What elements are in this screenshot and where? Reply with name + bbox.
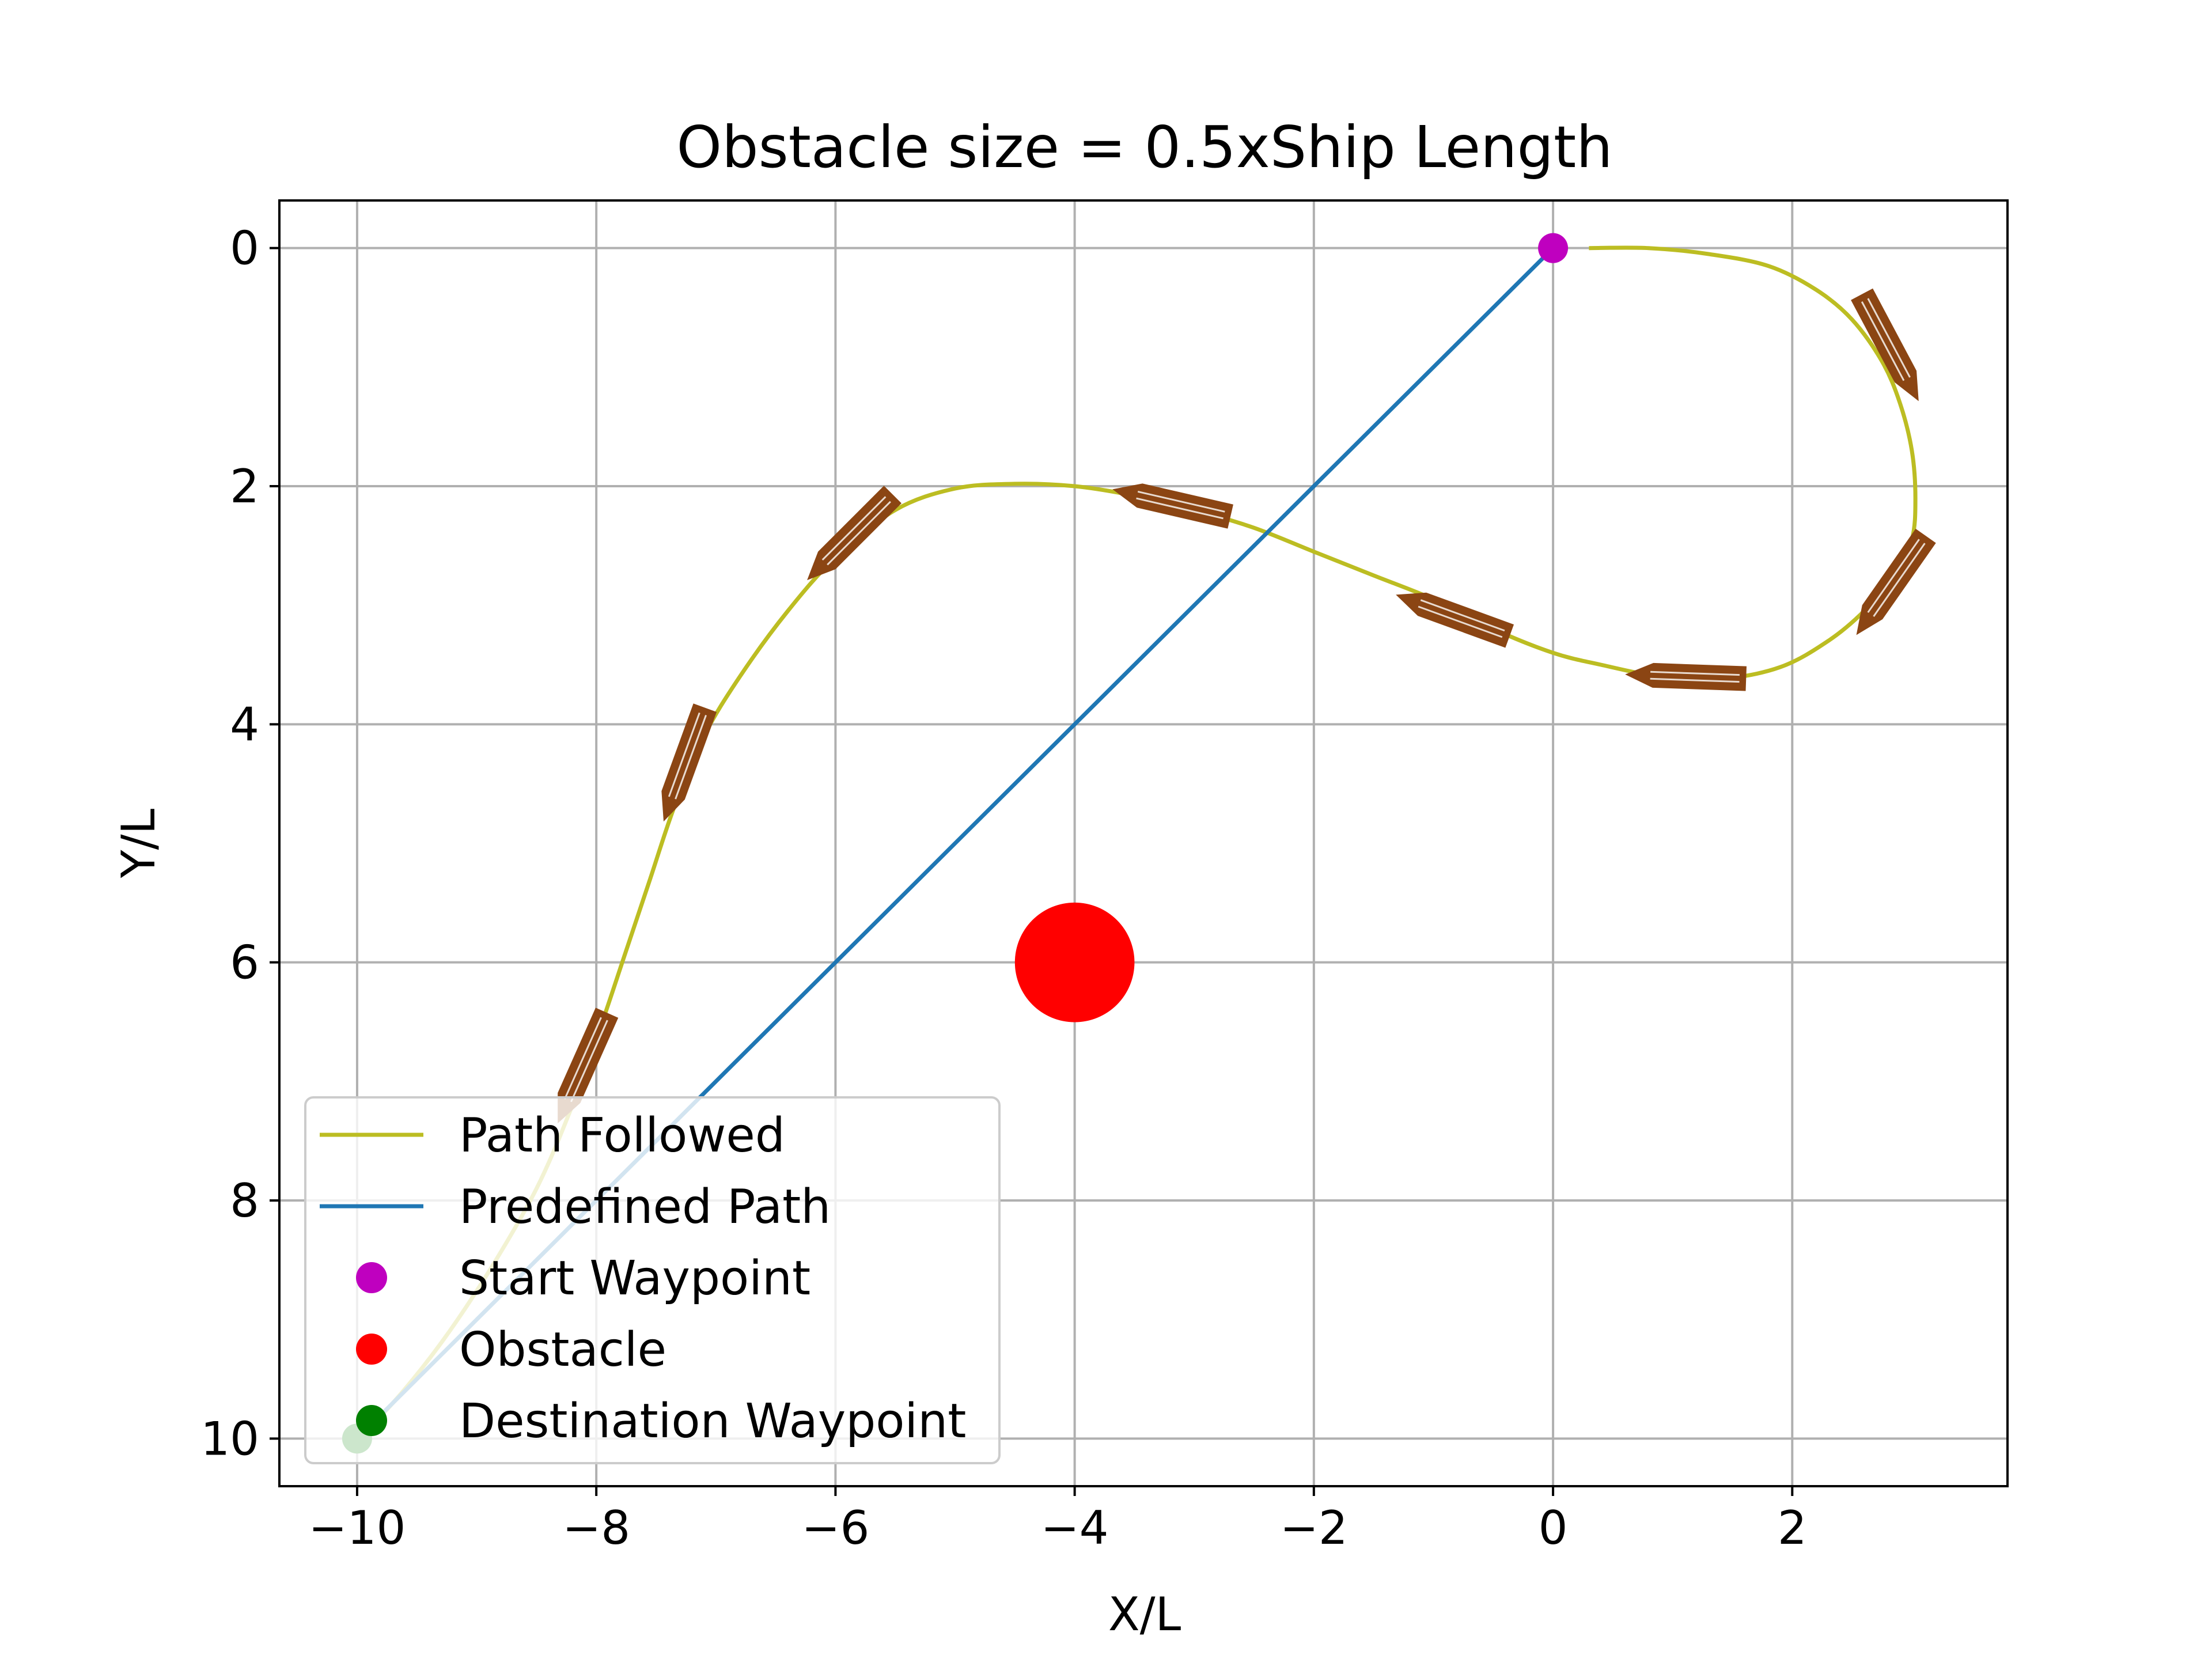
legend-label: Start Waypoint	[459, 1251, 810, 1306]
y-tick-label: 6	[230, 936, 259, 990]
x-tick-label: 0	[1539, 1501, 1568, 1555]
x-axis-label: X/L	[1108, 1588, 1181, 1641]
ship-deck-line	[1420, 599, 1505, 632]
axes-frame	[278, 199, 2009, 1487]
chart-title: Obstacle size = 0.5xShip Length	[676, 113, 1612, 181]
legend-label: Obstacle	[459, 1323, 666, 1377]
ship-markers	[558, 288, 1936, 1124]
x-tick-label: −8	[562, 1501, 630, 1555]
ship-marker	[1856, 528, 1936, 635]
ship-marker	[661, 703, 717, 822]
legend-label: Path Followed	[459, 1108, 785, 1163]
legend-label: Destination Waypoint	[459, 1394, 966, 1449]
ship-deck-line	[1873, 543, 1926, 617]
ship-deck-line	[675, 714, 707, 800]
ship-deck-line	[570, 1020, 608, 1103]
legend: Path Followed Predefined Path Start Waypoi…	[304, 1096, 1001, 1464]
ship-deck-line	[564, 1017, 602, 1100]
ship-deck-line	[821, 496, 887, 561]
path-followed-line	[355, 245, 1918, 1440]
legend-handle-marker	[356, 1334, 387, 1365]
ship-marker	[1112, 483, 1233, 529]
x-axis-ticks: −10 −8 −6 −4 −2 0 2	[309, 1486, 1807, 1555]
ship-marker	[1625, 662, 1747, 691]
ship-deck-line	[827, 501, 891, 566]
legend-items: Path Followed Predefined Path Start Waypoi…	[320, 1108, 966, 1449]
legend-handle-marker	[356, 1405, 387, 1436]
ship-hull	[1112, 483, 1233, 529]
y-tick-label: 4	[230, 698, 259, 751]
y-tick-label: 10	[200, 1412, 259, 1465]
x-tick-label: 2	[1778, 1501, 1807, 1555]
ship-hull	[807, 486, 902, 581]
y-axis-ticks: 0 2 4 6 8 10	[200, 222, 279, 1465]
ship-deck-line	[1867, 539, 1920, 613]
legend-handle-marker	[356, 1262, 387, 1293]
ship-hull	[1625, 662, 1747, 691]
legend-label: Predefined Path	[459, 1180, 831, 1234]
grid	[279, 200, 2008, 1486]
ship-deck-line	[1136, 497, 1224, 520]
y-tick-label: 2	[230, 460, 259, 513]
x-tick-label: −2	[1280, 1501, 1348, 1555]
y-tick-label: 0	[230, 222, 259, 275]
plot-area	[279, 200, 2008, 1486]
ship-marker	[1851, 288, 1919, 402]
legend-box	[304, 1096, 1001, 1464]
x-tick-label: −10	[309, 1501, 406, 1555]
ship-marker	[1396, 592, 1514, 648]
ship-marker	[807, 486, 902, 581]
ship-deck-line	[668, 712, 700, 797]
ship-deck-line	[1137, 490, 1225, 513]
ship-deck-line	[1650, 677, 1740, 683]
ship-deck-line	[1867, 298, 1911, 378]
start-waypoint-marker	[1538, 233, 1569, 263]
obstacle-marker	[1014, 902, 1135, 1022]
y-axis-label: Y/L	[112, 808, 165, 878]
ship-deck-line	[1650, 671, 1740, 676]
ship-deck-line	[1418, 605, 1503, 638]
x-tick-label: −6	[801, 1501, 869, 1555]
ship-deck-line	[1861, 301, 1905, 381]
x-tick-label: −4	[1041, 1501, 1109, 1555]
y-tick-label: 8	[230, 1174, 259, 1228]
